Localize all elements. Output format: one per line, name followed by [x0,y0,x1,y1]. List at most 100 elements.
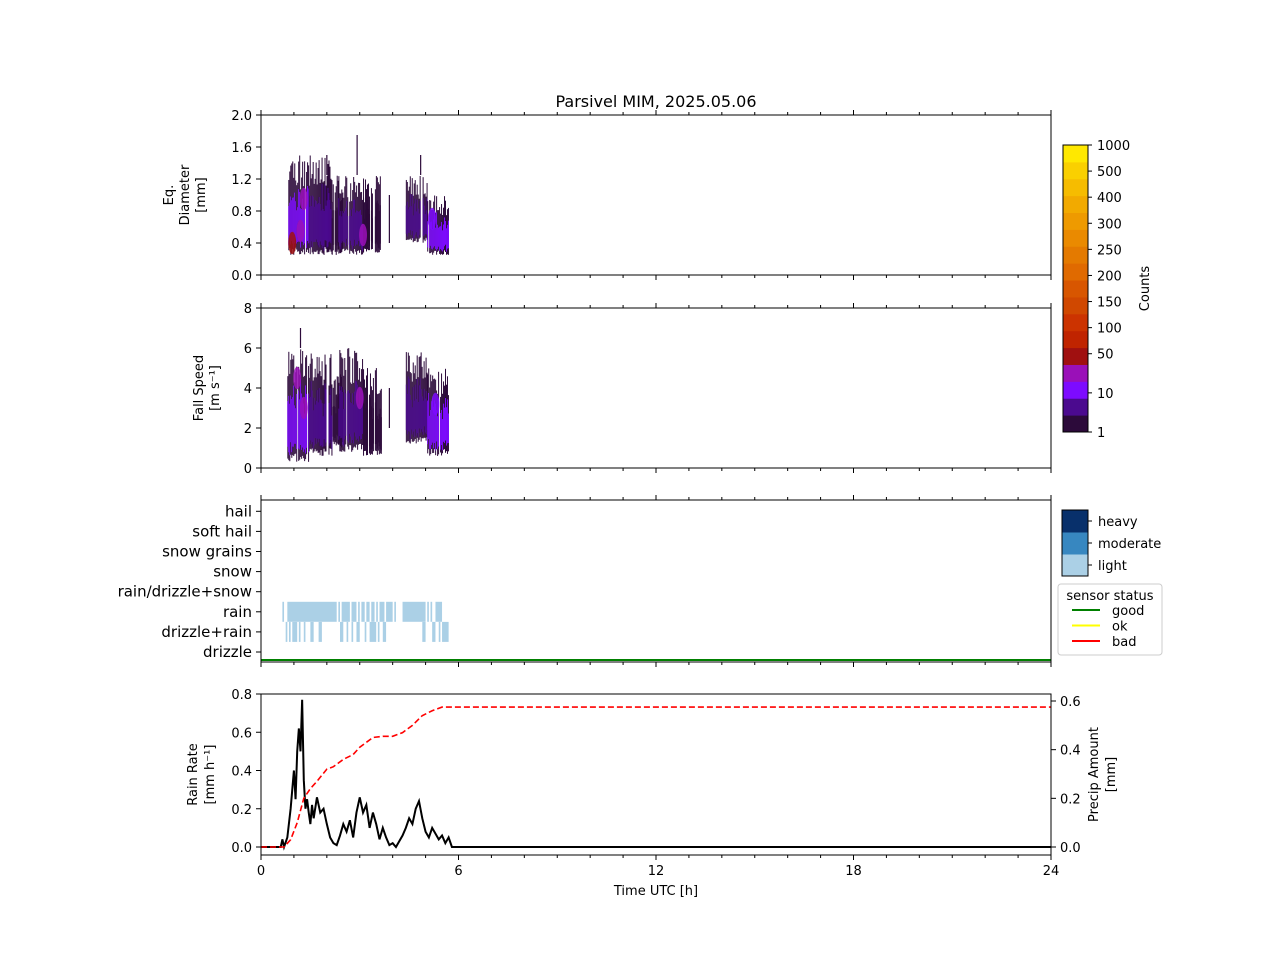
panel-frame [260,693,1052,856]
y-tick-label: 0.0 [231,841,252,856]
heatmap-cell-core [371,218,373,243]
heatmap-cell-core [291,200,293,241]
colorbar-tick-label: 10 [1097,387,1114,402]
heatmap-cell-core [332,406,334,437]
heatmap-cell-core [421,396,423,432]
heatmap-cell-core [329,394,331,444]
y-axis-label: [mm h⁻¹] [203,745,218,805]
colorbar-segment [1063,212,1088,230]
precip-type-bar [377,621,380,642]
heatmap-cell-core [370,406,372,450]
heatmap-cell-core [324,184,326,241]
y-tick-label: 0.2 [231,803,252,818]
precip-type-panel: drizzle drizzle+rain rain rain/drizzle+snow… [118,502,1163,661]
heatmap-cell-core [367,209,369,243]
x-tick-label: 0 [257,864,265,879]
heatmap-cell-core [352,393,354,441]
heatmap-cell-core [434,210,436,247]
heatmap-cell-core [380,417,382,451]
category-label: drizzle [203,643,252,661]
heatmap-cell-core [323,403,325,440]
heatmap-cell-core [423,205,425,236]
heatmap-cell-core [320,400,322,446]
precip-type-bar [351,621,354,642]
precip-type-bar [292,621,298,642]
colorbar-tick-label: 1000 [1097,139,1130,154]
heatmap-cell-core [419,378,421,433]
heatmap-cell-core [348,390,350,443]
y-tick-label: 1.2 [231,173,252,188]
heatmap-cell-core [371,418,373,449]
heatmap-cell-core [322,416,324,447]
heatmap-cell-core [412,215,414,240]
heatmap-cell-core [368,409,370,447]
heatmap-cell-core [350,402,352,437]
y-tick-label: 0.4 [231,765,252,780]
precip-type-bar [422,621,426,642]
heatmap-cell-core [308,188,310,244]
y-axis-label: Diameter [178,164,193,225]
heatmap-cell-core [314,404,316,439]
heatmap-cell-core [306,192,308,248]
heatmap-cell-core [410,399,412,430]
heatmap-cell-core [406,393,408,435]
heatmap-cell-core [314,200,316,243]
heatmap-cell-core [439,226,441,251]
heatmap-cell-core [416,379,418,434]
intensity-label: light [1098,559,1127,574]
heatmap-cell-core [313,206,315,242]
category-label: soft hail [192,522,252,540]
heatmap-cell-core [366,204,368,241]
heatmap-cell-core [326,200,328,248]
counts-colorbar: 1 10 50 100 150 200 250 300 400 500 1000 Counts [1062,139,1153,441]
heatmap-cell-core [331,218,333,252]
heatmap-cell-core [441,409,443,446]
heatmap-cell-core [324,383,326,447]
heatmap-cell-core [318,196,320,248]
heatmap-cell-core [376,200,378,245]
heatmap-cell-core [438,398,440,447]
heatmap-cell-core [306,393,308,448]
heatmap-cell-core [441,221,443,251]
colorbar-segment [1063,296,1088,315]
precip-type-bar [298,621,301,642]
heatmap-cell-core [353,199,355,247]
heatmap-cell-core [419,200,421,230]
colorbar-segment [1063,229,1088,247]
heatmap-cell-core [378,211,380,249]
category-label: snow [213,563,252,581]
precip-type-bar [285,621,288,642]
heatmap-cell-core [446,399,448,444]
precip-type-bar [369,621,377,642]
y-tick-label: 2.0 [231,109,252,124]
heatmap-cell-core [431,221,433,249]
heatmap-block [338,176,365,255]
heatmap-cell-core [294,405,296,444]
heatmap-cell-core [339,385,341,437]
heatmap-cell-core [289,403,291,456]
heatmap-cell-core [379,205,381,244]
heatmap-cell-core [349,215,351,249]
heatmap-block [308,155,333,255]
y-axis-label: [mm] [194,177,209,212]
heatmap-cell-core [342,211,344,242]
heatmap-cell-core [304,413,306,450]
heatmap-cell-core [338,198,340,243]
colorbar-tick-label: 100 [1097,322,1122,337]
heatmap-block [405,175,428,243]
precip-type-bar [361,601,365,622]
precip-amount-line [261,706,1051,848]
colorbar-label: Counts [1138,266,1153,312]
y-tick-label: 0.0 [231,269,252,284]
heatmap-cell-core [378,413,380,447]
heatmap-cell-core [299,399,301,450]
y-axis-label: Eq. [162,185,177,206]
heatmap-cell-core [427,221,429,248]
heatmap-cell-core [442,419,444,451]
heatmap-cell-core [424,398,426,433]
heatmap-cell-core [345,393,347,436]
heatmap-cell-core [372,408,374,444]
precip-type-bar [288,621,291,642]
heatmap-cell-core [407,209,409,233]
